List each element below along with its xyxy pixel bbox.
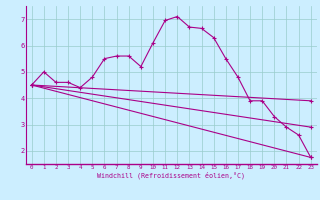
X-axis label: Windchill (Refroidissement éolien,°C): Windchill (Refroidissement éolien,°C)	[97, 171, 245, 179]
